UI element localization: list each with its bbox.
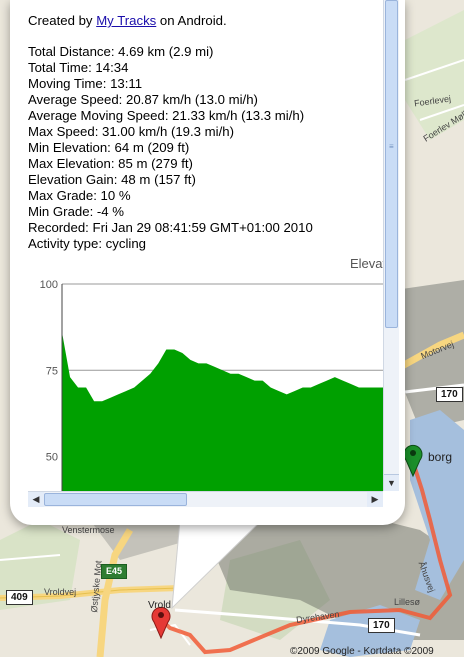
scroll-left-arrow-icon[interactable]: ◀ xyxy=(28,492,44,507)
stat-average-moving-speed: Average Moving Speed: 21.33 km/h (13.3 m… xyxy=(28,108,305,123)
stat-max-speed: Max Speed: 31.00 km/h (19.3 mi/h) xyxy=(28,124,234,139)
map-label-vrold: Vrold xyxy=(148,600,171,611)
stat-recorded: Recorded: Fri Jan 29 08:41:59 GMT+01:00 … xyxy=(28,220,313,235)
stat-elevation-gain: Elevation Gain: 48 m (157 ft) xyxy=(28,172,196,187)
vertical-scrollbar[interactable]: ≡ ▼ xyxy=(383,0,399,491)
start-marker-icon[interactable] xyxy=(151,606,171,640)
stat-max-elevation: Max Elevation: 85 m (279 ft) xyxy=(28,156,193,171)
y-tick-label-100: 100 xyxy=(40,279,58,291)
map-label-venstermose: Venstermose xyxy=(62,525,115,535)
stat-max-grade: Max Grade: 10 % xyxy=(28,188,131,203)
route-path xyxy=(159,461,453,655)
scrollbar-grip-icon: ≡ xyxy=(389,142,394,151)
track-stats-list: Total Distance: 4.69 km (2.9 mi) Total T… xyxy=(28,44,313,252)
horizontal-scrollbar[interactable]: ◀ ▶ xyxy=(28,491,383,507)
road-shield-409: 409 xyxy=(6,590,33,605)
stat-average-speed: Average Speed: 20.87 km/h (13.0 mi/h) xyxy=(28,92,258,107)
created-by-line: Created by My Tracks on Android. xyxy=(28,13,227,29)
horizontal-scrollbar-thumb[interactable] xyxy=(44,493,187,506)
elevation-chart: 100 75 50 xyxy=(40,279,383,491)
stat-min-elevation: Min Elevation: 64 m (209 ft) xyxy=(28,140,190,155)
info-window-scroll-area[interactable]: Created by My Tracks on Android. Total D… xyxy=(28,0,399,507)
stat-total-time: Total Time: 14:34 xyxy=(28,60,129,75)
vertical-scrollbar-thumb[interactable]: ≡ xyxy=(385,0,398,328)
map-copyright: ©2009 Google - Kortdata ©2009 xyxy=(290,646,434,657)
info-window-content: Created by My Tracks on Android. Total D… xyxy=(28,0,383,491)
stat-moving-time: Moving Time: 13:11 xyxy=(28,76,143,91)
scroll-down-arrow-icon[interactable]: ▼ xyxy=(384,474,399,491)
elevation-chart-title: Elevat xyxy=(350,256,383,271)
road-shield-170-south: 170 xyxy=(368,618,395,633)
map-label-vroldvej: Vroldvej xyxy=(44,587,77,597)
created-prefix: Created by xyxy=(28,13,97,28)
stat-min-grade: Min Grade: -4 % xyxy=(28,204,125,219)
y-tick-label-50: 50 xyxy=(46,452,58,464)
road-shield-e45: E45 xyxy=(101,564,128,579)
info-window: Created by My Tracks on Android. Total D… xyxy=(10,0,405,525)
stat-activity-type: Activity type: cycling xyxy=(28,236,146,251)
chart-y-ticks: 100 75 50 xyxy=(40,279,58,464)
elevation-area-series xyxy=(62,332,383,491)
stat-total-distance: Total Distance: 4.69 km (2.9 mi) xyxy=(28,44,214,59)
scroll-right-arrow-icon[interactable]: ▶ xyxy=(367,492,383,507)
map-label-borg: borg xyxy=(428,450,453,464)
road-shield-170: 170 xyxy=(436,387,463,402)
map-label-lillesoe: Lillesø xyxy=(394,597,421,607)
y-tick-label-75: 75 xyxy=(46,365,58,377)
created-suffix: on Android. xyxy=(156,13,227,28)
my-tracks-link[interactable]: My Tracks xyxy=(96,13,157,28)
